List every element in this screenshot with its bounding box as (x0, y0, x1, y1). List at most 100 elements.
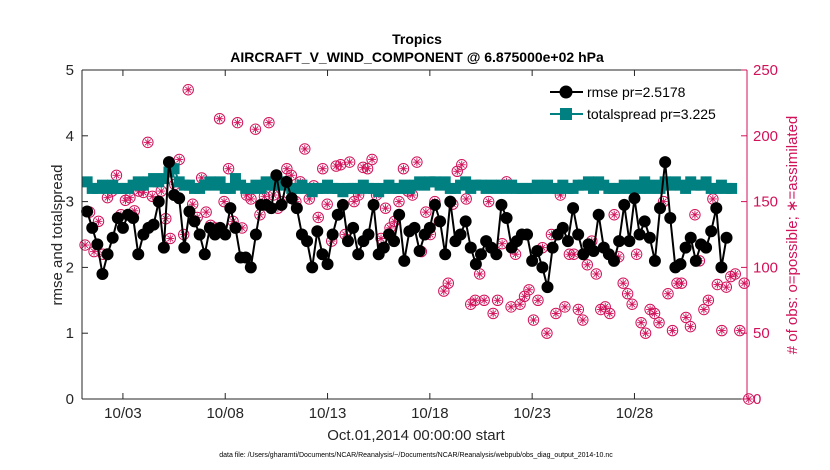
obs-possible-point (720, 281, 733, 293)
obs-assimilated-point (632, 250, 641, 259)
star-stroke (736, 327, 743, 334)
rmse-point (285, 192, 298, 205)
star-stroke (584, 261, 591, 268)
rmse-point (689, 254, 702, 267)
obs-assimilated-point (363, 164, 372, 173)
rmse-point (188, 215, 201, 228)
obs-possible-point (142, 136, 154, 149)
obs-assimilated-point (323, 200, 332, 209)
rmse-point (249, 228, 262, 241)
obs-possible-point (626, 298, 638, 310)
y-tick-label: 1 (66, 325, 74, 342)
obs-assimilated-point (690, 210, 699, 219)
obs-possible-point (729, 268, 741, 280)
obs-assimilated-point (125, 193, 134, 202)
star-stroke (620, 280, 627, 287)
obs-possible-point (442, 277, 454, 289)
obs-assimilated-point (282, 164, 291, 173)
obs-assimilated-point (484, 197, 493, 206)
star-stroke (530, 316, 537, 324)
rmse-point (91, 238, 104, 251)
rmse-point (331, 208, 344, 221)
rmse-point (275, 198, 288, 211)
rmse-point (270, 169, 283, 182)
obs-possible-point (541, 327, 553, 339)
obs-assimilated-point (677, 279, 686, 288)
totalspread-point (726, 182, 738, 194)
obs-possible-point (662, 288, 674, 300)
star-stroke (440, 287, 447, 295)
star-stroke (481, 297, 488, 304)
star-stroke (705, 297, 712, 304)
rmse-point (608, 254, 620, 267)
star-stroke (203, 209, 210, 216)
rmse-point (648, 254, 661, 267)
rmse-point (556, 221, 569, 234)
star-stroke (458, 161, 465, 168)
rmse-point (720, 231, 733, 244)
rmse-point (459, 215, 472, 228)
x-tick-label: 10/18 (411, 405, 449, 422)
data-file-footnote: data file: /Users/gharamti/Documents/NCA… (219, 452, 613, 459)
obs-assimilated-point (224, 164, 233, 173)
star-stroke (602, 303, 609, 310)
rmse-point (587, 244, 600, 257)
star-stroke (472, 297, 479, 304)
obs-possible-point (639, 327, 652, 339)
obs-possible-point (617, 277, 629, 289)
obs-possible-point (630, 248, 643, 260)
obs-possible-point (608, 209, 620, 221)
obs-possible-point (698, 303, 710, 316)
star-stroke (575, 306, 582, 313)
rmse-point (388, 235, 401, 248)
rmse-point (439, 248, 452, 261)
star-stroke (216, 115, 223, 122)
obs-assimilated-point (578, 316, 587, 325)
y2-tick-label: 0 (753, 391, 761, 408)
obs-assimilated-point (623, 289, 632, 298)
obs-assimilated-point (166, 234, 175, 243)
star-stroke (727, 273, 734, 280)
obs-possible-point (599, 301, 611, 313)
chart-title: Tropics (392, 31, 442, 47)
rmse-point (638, 215, 651, 228)
y-tick-label: 3 (66, 194, 74, 211)
rmse-point (500, 212, 513, 225)
star-stroke (252, 126, 259, 133)
obs-possible-point (680, 311, 692, 324)
star-stroke (149, 193, 156, 200)
star-stroke (368, 156, 376, 163)
x-tick-label: 10/08 (206, 405, 244, 422)
star-stroke (655, 319, 663, 326)
rmse-point (423, 221, 436, 234)
obs-possible-point (348, 195, 360, 208)
obs-assimilated-point (628, 300, 637, 309)
obs-possible-point (491, 294, 504, 306)
obs-assimilated-point (439, 287, 448, 296)
obs-assimilated-point (583, 260, 592, 269)
star-stroke (507, 303, 515, 310)
star-stroke (534, 297, 542, 304)
obs-assimilated-point (480, 296, 489, 305)
obs-assimilated-point (94, 217, 103, 226)
star-stroke (745, 395, 752, 403)
obs-assimilated-point (444, 279, 453, 288)
obs-possible-point (299, 143, 311, 155)
obs-assimilated-point (421, 208, 430, 217)
star-stroke (593, 270, 600, 278)
obs-assimilated-point (350, 197, 359, 206)
star-stroke (687, 323, 694, 330)
obs-possible-point (644, 303, 656, 316)
rmse-point (352, 248, 365, 261)
star-stroke (122, 197, 129, 204)
legend: rmse pr=2.5178 totalspread pr=3.225 (545, 78, 742, 126)
obs-assimilated-point (202, 208, 211, 217)
y2-tick-label: 250 (753, 62, 778, 79)
rmse-point (434, 215, 447, 228)
y2-tick-label: 50 (753, 325, 770, 342)
rmse-point (147, 218, 160, 231)
x-tick-label: 10/28 (616, 405, 654, 422)
rmse-point (244, 261, 257, 274)
rmse-point (454, 228, 467, 241)
rmse-point (710, 202, 723, 215)
